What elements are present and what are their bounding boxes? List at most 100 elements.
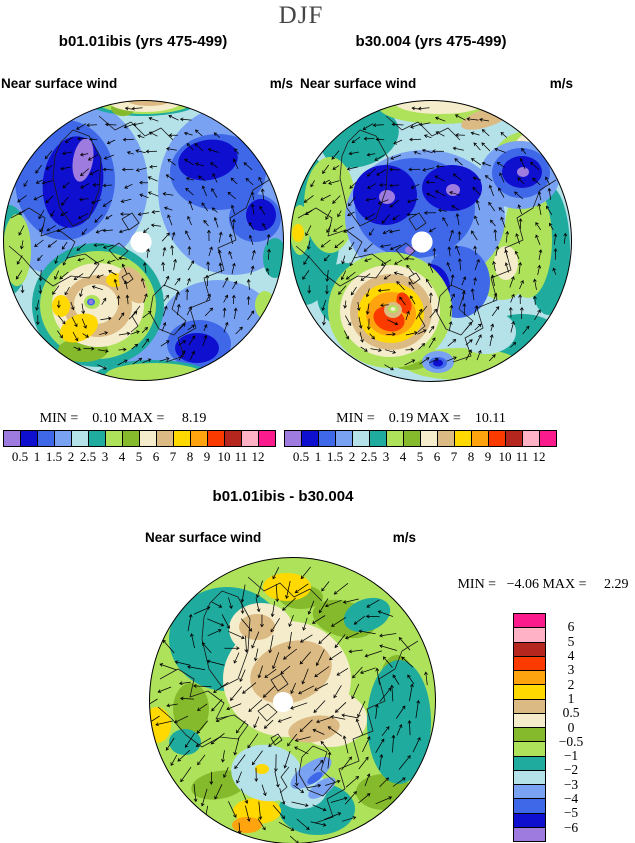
- colorbar-cell: [514, 742, 545, 757]
- colorbar-cell: [21, 431, 38, 446]
- coastlines-layer: [8, 115, 270, 363]
- colorbar-tick-label: 8: [186, 449, 194, 464]
- colorbar-tick-label: 4: [118, 449, 126, 464]
- panel-right-variable-label: Near surface wind: [300, 76, 417, 91]
- panel-right-label-row: Near surface wind m/s: [300, 76, 573, 91]
- colorbar-tick-label: 10: [498, 449, 512, 464]
- colorbar-tick-label: 4: [399, 449, 407, 464]
- map-layers: [290, 100, 572, 382]
- panel-right-minmax: MIN = 0.19 MAX = 10.11: [336, 411, 506, 426]
- colorbar-cell: [38, 431, 55, 446]
- colorbar-cell: [208, 431, 225, 446]
- colorbar-tick-label: 1.5: [45, 449, 63, 464]
- colorbar-cell: [106, 431, 123, 446]
- colorbar-tick-label: 0.5: [292, 449, 310, 464]
- colorbar-tick-label: 6: [433, 449, 441, 464]
- colorbar-tick-label: 0: [567, 719, 575, 735]
- colorbar-cell: [242, 431, 259, 446]
- colorbar-cell: [259, 431, 275, 446]
- colorbar-tick-label: 2.5: [360, 449, 378, 464]
- colorbar-cell: [514, 614, 545, 629]
- colorbar-cell: [191, 431, 208, 446]
- wind-arrows-layer: [15, 106, 271, 370]
- colorbar-cell: [489, 431, 506, 446]
- panel-diff-units-label: m/s: [392, 530, 416, 545]
- colorbar-tick-label: 12: [532, 449, 546, 464]
- colorbar-tick-label: 3: [101, 449, 109, 464]
- colorbar-cell: [285, 431, 302, 446]
- colorbar-tick-label: 2: [348, 449, 356, 464]
- colorbar-tick-label: 5: [135, 449, 143, 464]
- panel-diff-minmax: MIN = −4.06 MAX = 2.29: [457, 577, 629, 592]
- colorbar-tick-label: −5: [563, 805, 579, 821]
- colorbar-cell: [353, 431, 370, 446]
- colorbar-diff-vertical: [513, 613, 546, 842]
- panel-diff-label-row: Near surface wind m/s: [145, 530, 416, 545]
- colorbar-tick-label: 7: [169, 449, 177, 464]
- panel-diff-variable-label: Near surface wind: [145, 530, 262, 545]
- colorbar-cell: [540, 431, 556, 446]
- colorbar-cell: [514, 628, 545, 643]
- panel-right-title: b30.004 (yrs 475-499): [355, 33, 507, 50]
- coastlines-layer: [157, 576, 419, 824]
- colorbar-tick-label: 4: [567, 647, 575, 663]
- colorbar-tick-label: 3: [567, 662, 575, 678]
- colorbar-tick-label: 1.5: [326, 449, 344, 464]
- colorbar-tick-label: 9: [203, 449, 211, 464]
- wind-arrows-layer: [149, 566, 428, 843]
- colorbar-tick-label: −4: [563, 791, 579, 807]
- colorbar-tick-label: 1: [33, 449, 41, 464]
- colorbar-cell: [336, 431, 353, 446]
- colorbar-cell: [72, 431, 89, 446]
- colorbar-tick-label: 2.5: [79, 449, 97, 464]
- wind-arrows-layer: [302, 106, 568, 371]
- colorbar-cell: [438, 431, 455, 446]
- colorbar-cell: [514, 813, 545, 828]
- colorbar-cell: [302, 431, 319, 446]
- colorbar-tick-label: −2: [563, 762, 579, 778]
- colorbar-cell: [514, 713, 545, 728]
- colorbar-cell: [421, 431, 438, 446]
- colorbar-tick-label: 2: [67, 449, 75, 464]
- colorbar-cell: [387, 431, 404, 446]
- colorbar-cell: [514, 827, 545, 841]
- colorbar-tick-label: −0.5: [558, 733, 584, 749]
- colorbar-tick-label: 11: [515, 449, 529, 464]
- colorbar-cell: [514, 785, 545, 800]
- map-layers: [149, 557, 436, 843]
- colorbar-tick-label: 11: [234, 449, 248, 464]
- colorbar-cell: [89, 431, 106, 446]
- colorbar-tick-label: 10: [217, 449, 231, 464]
- colorbar-tick-label: 12: [251, 449, 265, 464]
- colorbar-cell: [319, 431, 336, 446]
- map-right-near-surface-wind: [290, 100, 572, 382]
- colorbar-cell: [514, 699, 545, 714]
- colorbar-left-labels: 0.5 1 1.5 2 2.5 3 4 5 6 7 8 9 10 11 12: [3, 449, 276, 465]
- colorbar-right: [284, 430, 557, 447]
- colorbar-tick-label: 1: [314, 449, 322, 464]
- panel-diff-title: b01.01ibis - b30.004: [212, 488, 354, 505]
- colorbar-cell: [514, 685, 545, 700]
- colorbar-left: [3, 430, 276, 447]
- colorbar-cell: [514, 656, 545, 671]
- colorbar-cell: [514, 728, 545, 743]
- panel-left-units-label: m/s: [269, 76, 293, 91]
- page-title: DJF: [278, 2, 324, 29]
- colorbar-cell: [514, 799, 545, 814]
- colorbar-cell: [4, 431, 21, 446]
- panel-left-minmax: MIN = 0.10 MAX = 8.19: [39, 411, 207, 426]
- colorbar-cell: [370, 431, 387, 446]
- colorbar-cell: [174, 431, 191, 446]
- colorbar-cell: [455, 431, 472, 446]
- colorbar-tick-label: 2: [567, 676, 575, 692]
- coastlines-layer: [295, 115, 557, 363]
- colorbar-tick-label: 9: [484, 449, 492, 464]
- map-left-near-surface-wind: [3, 100, 284, 381]
- panel-left-title: b01.01ibis (yrs 475-499): [58, 33, 228, 50]
- colorbar-cell: [514, 671, 545, 686]
- colorbar-cell: [157, 431, 174, 446]
- colorbar-tick-label: 0.5: [562, 705, 580, 721]
- colorbar-cell: [523, 431, 540, 446]
- colorbar-tick-label: 0.5: [11, 449, 29, 464]
